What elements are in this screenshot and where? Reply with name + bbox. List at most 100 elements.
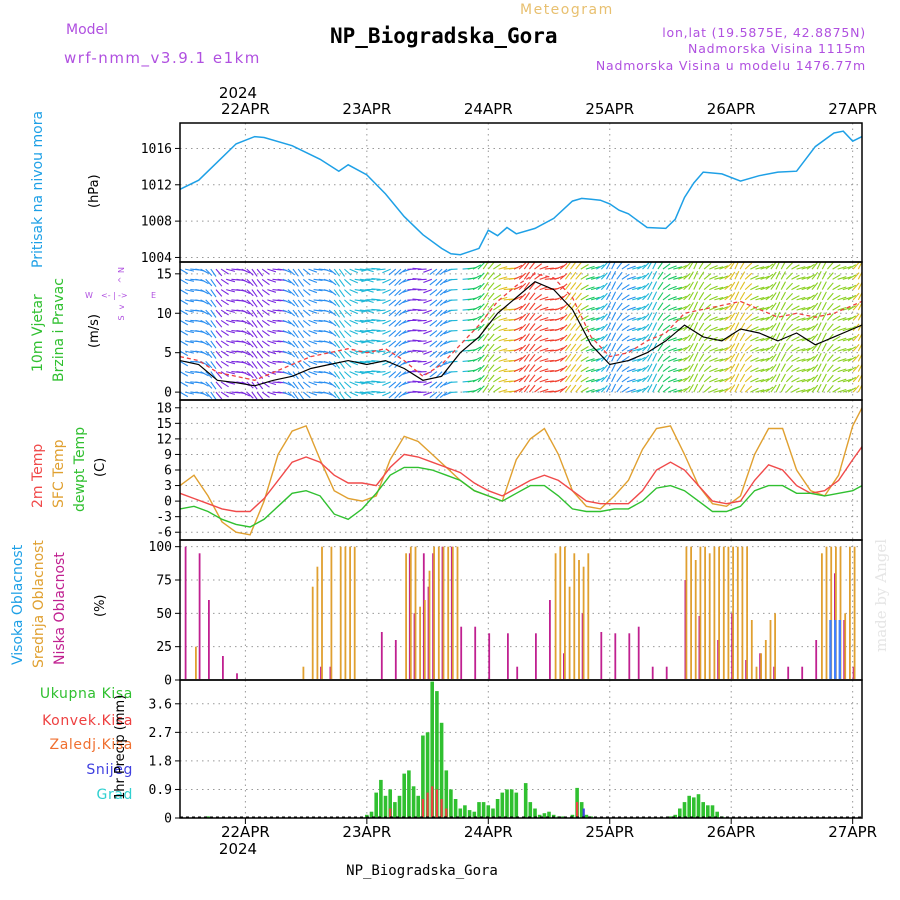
wind-arrow: [354, 309, 364, 312]
wind-arrow: [688, 353, 694, 362]
wind-arrow: [534, 335, 543, 342]
wind-arrow: [621, 335, 630, 342]
wind-arrow: [600, 282, 608, 290]
wind-arrow: [394, 268, 402, 276]
total-rain-bar: [514, 792, 519, 818]
wind-arrow: [750, 357, 759, 362]
total-rain-bar: [481, 802, 486, 818]
wind-arrow: [287, 350, 296, 358]
mid-cloud-bar: [339, 546, 342, 679]
wind-arrow: [780, 383, 786, 393]
wind-arrow: [429, 391, 438, 399]
mid-cloud-bar: [830, 546, 833, 679]
wind-arrow: [667, 316, 677, 321]
wind-arrow: [832, 284, 841, 291]
wind-arrow: [801, 347, 811, 352]
wind-arrow: [600, 374, 608, 383]
wind-arrow: [770, 343, 777, 352]
wind-arrow: [626, 275, 636, 280]
wind-arrow: [796, 307, 806, 311]
wind-arrow: [256, 361, 264, 369]
wind-arrow: [739, 271, 746, 280]
wind-arrow: [842, 317, 852, 321]
wind-arrow: [382, 340, 391, 346]
wind-arrow: [678, 295, 687, 301]
wind-arrow: [821, 363, 827, 372]
wind-arrow: [292, 320, 299, 328]
wind-arrow: [246, 268, 254, 276]
wind-arrow: [251, 299, 258, 308]
wind-arrow: [292, 350, 299, 359]
wind-arrow: [256, 299, 264, 308]
wind-arrow: [806, 366, 815, 373]
wind-arrow: [698, 292, 705, 301]
wind-arrow: [632, 368, 641, 373]
wind-arrow: [246, 289, 254, 297]
wind-arrow: [621, 345, 630, 352]
wind-arrow: [724, 273, 733, 280]
wind-arrow: [518, 385, 527, 393]
wind-arrow: [626, 286, 636, 291]
wind-arrow: [205, 320, 213, 328]
wind-arrow: [734, 301, 740, 311]
wind-arrow: [826, 262, 834, 270]
low-cloud-bar: [432, 553, 434, 679]
wind-arrow: [215, 350, 223, 359]
pressure-ytick-label: 1008: [141, 215, 172, 230]
wind-arrow: [349, 319, 359, 325]
precip-panel-background: [180, 680, 862, 818]
wind-arrow: [806, 274, 815, 280]
wind-arrow: [417, 340, 427, 342]
wind-arrow: [816, 291, 822, 301]
total-rain-bar: [472, 811, 477, 818]
mid-cloud-bar: [316, 566, 319, 679]
wind-arrow: [811, 292, 819, 301]
wind-arrow: [554, 326, 564, 332]
wind-arrow: [806, 325, 815, 332]
wind-arrow: [251, 268, 258, 277]
wind-arrow: [693, 281, 699, 290]
wind-arrow: [215, 289, 223, 297]
wind-arrow: [423, 350, 432, 355]
wind-arrow: [439, 360, 448, 368]
wind-arrow: [487, 292, 495, 301]
wind-arrow: [333, 371, 341, 380]
wind-arrow: [518, 262, 527, 270]
wind-arrow: [837, 337, 847, 342]
wind-arrow: [709, 357, 718, 362]
wind-arrow: [698, 281, 705, 290]
wind-arrow: [226, 340, 236, 344]
wind-arrow: [750, 295, 759, 301]
mid-cloud-bar: [568, 586, 571, 679]
wind-arrow: [637, 387, 646, 393]
wind-arrow: [729, 333, 736, 342]
wind-arrow: [703, 303, 712, 311]
low-cloud-bar: [759, 653, 761, 679]
wind-arrow: [388, 371, 397, 378]
wind-arrow: [744, 283, 753, 291]
wind-arrow-field: [180, 262, 862, 400]
wind-arrow: [241, 371, 251, 376]
wind-arrow: [616, 262, 623, 270]
wind-arrow: [493, 366, 502, 373]
wind-arrow: [371, 360, 381, 362]
wind-arrow: [246, 340, 254, 348]
wind-arrow: [292, 340, 299, 349]
wind-arrow: [493, 273, 502, 280]
wind-arrow: [652, 363, 658, 372]
wind-arrow: [816, 301, 822, 311]
low-cloud-bar: [843, 620, 846, 679]
wind-arrow: [585, 276, 595, 280]
wind-arrow: [344, 330, 352, 338]
wind-arrow: [210, 381, 217, 390]
wind-arrow: [256, 278, 264, 287]
wind-arrow: [498, 317, 508, 321]
wind-arrow: [611, 291, 617, 301]
wind-arrow: [398, 309, 407, 316]
wind-arrow: [513, 326, 523, 332]
wind-arrow: [539, 327, 549, 332]
wind-arrow: [667, 306, 677, 311]
wind-arrow: [678, 305, 687, 311]
mid-cloud-bar: [694, 560, 697, 679]
